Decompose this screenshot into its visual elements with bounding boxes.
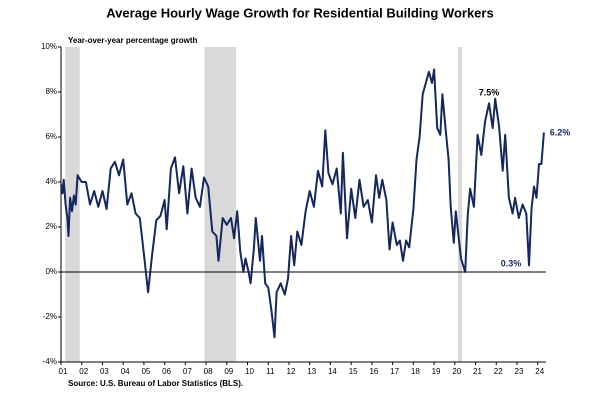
x-tick-label: 22 — [494, 367, 503, 376]
x-tick-label: 14 — [328, 367, 337, 376]
x-tick-label: 15 — [349, 367, 358, 376]
x-tick-label: 21 — [473, 367, 482, 376]
y-tick-label: 2% — [45, 222, 57, 231]
x-tick-label: 05 — [141, 367, 150, 376]
x-tick-label: 23 — [515, 367, 524, 376]
x-tick-label: 18 — [411, 367, 420, 376]
y-tick-label: 8% — [45, 87, 57, 96]
y-tick-label: 4% — [45, 177, 57, 186]
x-tick-label: 09 — [224, 367, 233, 376]
chart-title: Average Hourly Wage Growth for Residenti… — [106, 5, 493, 20]
y-tick-label: 10% — [41, 42, 57, 51]
x-tick-label: 01 — [59, 367, 68, 376]
x-tick-label: 16 — [369, 367, 378, 376]
x-tick-label: 03 — [100, 367, 109, 376]
recession-band — [457, 47, 463, 362]
x-tick-label: 08 — [204, 367, 213, 376]
x-tick-label: 24 — [535, 367, 544, 376]
x-tick-label: 04 — [121, 367, 130, 376]
annotation: 7.5% — [479, 87, 500, 97]
annotation: 6.2% — [550, 127, 571, 137]
x-tick-label: 19 — [432, 367, 441, 376]
annotation: 0.3% — [501, 258, 522, 268]
y-tick-label: 6% — [45, 132, 57, 141]
x-tick-label: 11 — [266, 367, 275, 376]
x-tick-label: 10 — [245, 367, 254, 376]
y-tick-label: 0% — [45, 267, 57, 276]
x-tick-label: 07 — [183, 367, 192, 376]
y-tick-label: -4% — [43, 357, 57, 366]
x-tick-label: 02 — [79, 367, 88, 376]
x-tick-label: 13 — [307, 367, 316, 376]
x-tick-label: 06 — [162, 367, 171, 376]
source: Source: U.S. Bureau of Labor Statistics … — [68, 379, 243, 388]
x-tick-label: 17 — [390, 367, 399, 376]
subtitle: Year-over-year percentage growth — [68, 36, 197, 45]
y-tick-label: -2% — [43, 312, 57, 321]
x-tick-label: 20 — [452, 367, 461, 376]
wage-growth-line — [60, 68, 545, 339]
x-tick-label: 12 — [287, 367, 296, 376]
